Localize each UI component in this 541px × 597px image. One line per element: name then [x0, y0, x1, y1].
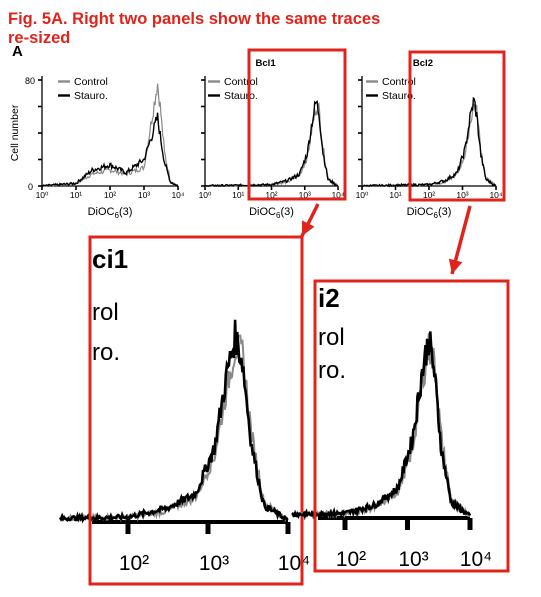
- legend-label-stauro: Stauro.: [224, 90, 258, 102]
- x-tick-label: 10⁴: [331, 190, 344, 200]
- caption-line-1: Fig. 5A. Right two panels show the same …: [8, 10, 381, 28]
- zoom-trace-stauro: [58, 319, 289, 524]
- histogram-panel-3: 10⁰ 10¹ 10² 10³ 10⁴ DiOC6(3) Bcl2 Control Stauro…: [356, 58, 503, 220]
- x-tick-label: 10³: [299, 190, 311, 200]
- x-axis-label: DiOC6(3): [249, 206, 294, 220]
- x-tick-label: 10⁰: [36, 190, 49, 200]
- x-tick-label: 10¹: [389, 190, 401, 200]
- x-tick-label: 10³: [138, 190, 150, 200]
- zoom-legend-label: rol: [318, 324, 345, 351]
- zoom-title-fragment: ci1: [92, 244, 128, 274]
- zoom-trace-stauro: [291, 331, 472, 521]
- x-tick-label: 10²: [423, 190, 435, 200]
- zoom-highlight-frame: [88, 235, 304, 586]
- arrow-head: [302, 220, 315, 236]
- zoom-x-tick-label: 10⁴: [460, 548, 492, 571]
- panel-title: Bcl1: [256, 58, 277, 69]
- x-tick-label: 10¹: [70, 190, 82, 200]
- figure-caption: Fig. 5A. Right two panels show the same …: [8, 10, 438, 48]
- legend-label-control: Control: [74, 76, 108, 88]
- zoom-x-tick-label: 10²: [336, 548, 366, 571]
- highlight-box-bcl1: [247, 48, 347, 201]
- arrow-to-bcl2-zoom: [448, 205, 472, 275]
- x-tick-label: 10⁰: [356, 190, 369, 200]
- zoom-x-tick-label: 10³: [199, 552, 229, 575]
- x-axis-label: DiOC6(3): [88, 206, 133, 220]
- highlight-box-bcl2: [408, 50, 506, 202]
- arrow-head: [448, 258, 463, 274]
- zoom-panel-bcl1: ci1 rol ro. 10² 10³ 10⁴: [58, 235, 310, 586]
- trace-stauro: [204, 100, 339, 188]
- histogram-panel-2: 10⁰ 10¹ 10² 10³ 10⁴ DiOC6(3) Bcl1 Control Stauro…: [199, 58, 345, 220]
- x-tick-label: 10⁴: [171, 190, 184, 200]
- x-tick-label: 10³: [456, 190, 468, 200]
- x-tick-label: 10²: [265, 190, 277, 200]
- zoom-legend-label: ro.: [318, 357, 346, 384]
- panel-letter: A: [12, 43, 23, 60]
- x-axis-label: DiOC6(3): [407, 206, 452, 220]
- legend-label-stauro: Stauro.: [382, 90, 416, 102]
- trace-control: [41, 83, 179, 187]
- caption-line-2: re-sized: [8, 29, 71, 47]
- legend-label-control: Control: [224, 76, 258, 88]
- trace-stauro: [42, 112, 179, 187]
- legend-label-control: Control: [382, 76, 416, 88]
- histogram-panel-1: 10⁰ 10¹ 10² 10³ 10⁴ 80 0 Cell number DiOC6(3) Con…: [9, 76, 185, 220]
- zoom-x-tick-label: 10⁴: [278, 552, 310, 575]
- x-tick-label: 10²: [104, 190, 116, 200]
- zoom-legend-label: ro.: [92, 339, 120, 366]
- y-axis-label: Cell number: [9, 104, 21, 161]
- trace-control: [205, 101, 339, 187]
- arrow-to-bcl1-zoom: [300, 203, 320, 237]
- y-tick-label: 0: [28, 182, 33, 192]
- zoom-title-fragment: i2: [318, 283, 340, 313]
- zoom-highlight-frame: [313, 279, 510, 573]
- zoom-x-tick-label: 10²: [119, 552, 149, 575]
- trace-stauro: [362, 96, 497, 188]
- legend-label-stauro: Stauro.: [74, 90, 108, 102]
- zoom-panel-bcl2: i2 rol ro. 10² 10³ 10⁴: [290, 279, 510, 573]
- panel-title: Bcl2: [413, 58, 433, 69]
- x-tick-label: 10¹: [232, 190, 244, 200]
- y-tick-label: 80: [25, 76, 35, 86]
- x-tick-label: 10⁴: [489, 190, 502, 200]
- x-tick-label: 10⁰: [199, 190, 212, 200]
- zoom-legend-label: rol: [92, 299, 119, 326]
- zoom-x-tick-label: 10³: [398, 548, 428, 571]
